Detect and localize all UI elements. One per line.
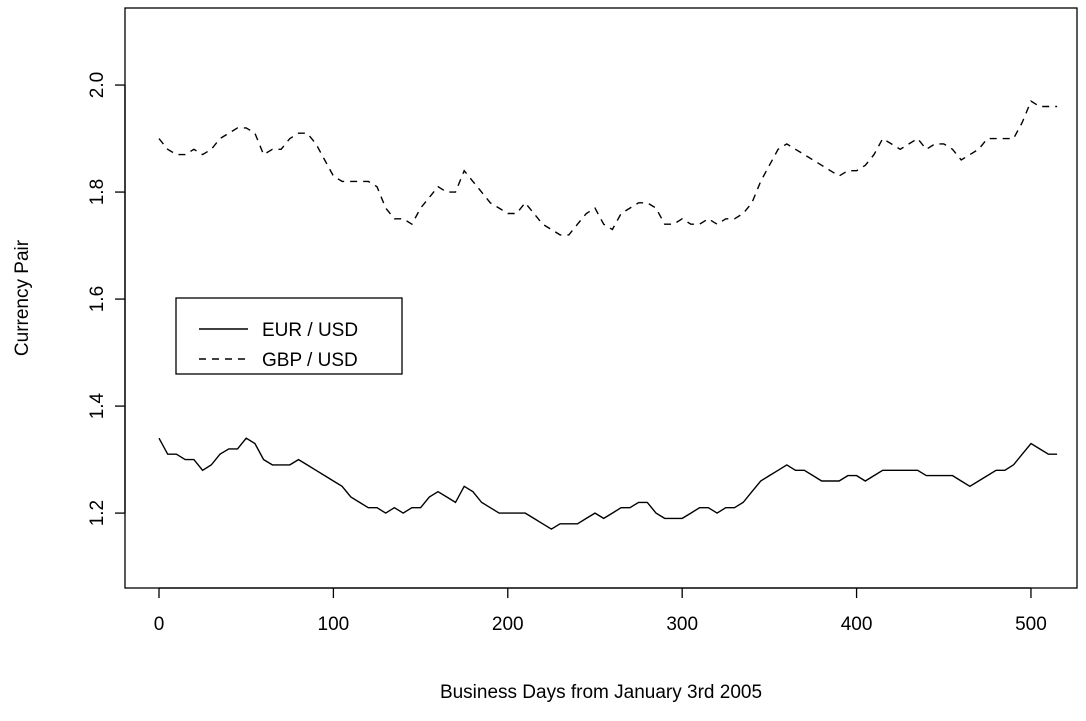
legend-label: GBP / USD [262, 350, 358, 371]
legend-box [175, 297, 403, 375]
y-axis-title: Currency Pair [12, 239, 33, 356]
y-tick-label: 1.8 [87, 179, 108, 205]
y-tick-label: 1.6 [87, 286, 108, 312]
legend-label: EUR / USD [262, 320, 358, 341]
y-tick-label: 2.0 [87, 72, 108, 98]
x-tick-label: 300 [666, 614, 698, 635]
y-tick-label: 1.4 [87, 392, 108, 419]
series-line [158, 437, 1058, 530]
x-tick-label: 400 [841, 614, 873, 635]
y-tick-label: 1.2 [87, 500, 108, 526]
x-axis-title: Business Days from January 3rd 2005 [440, 682, 762, 703]
x-tick-label: 500 [1015, 614, 1047, 635]
x-tick-label: 100 [318, 614, 350, 635]
series-line [158, 100, 1058, 236]
x-tick-label: 0 [154, 614, 165, 635]
x-tick-label: 200 [492, 614, 524, 635]
